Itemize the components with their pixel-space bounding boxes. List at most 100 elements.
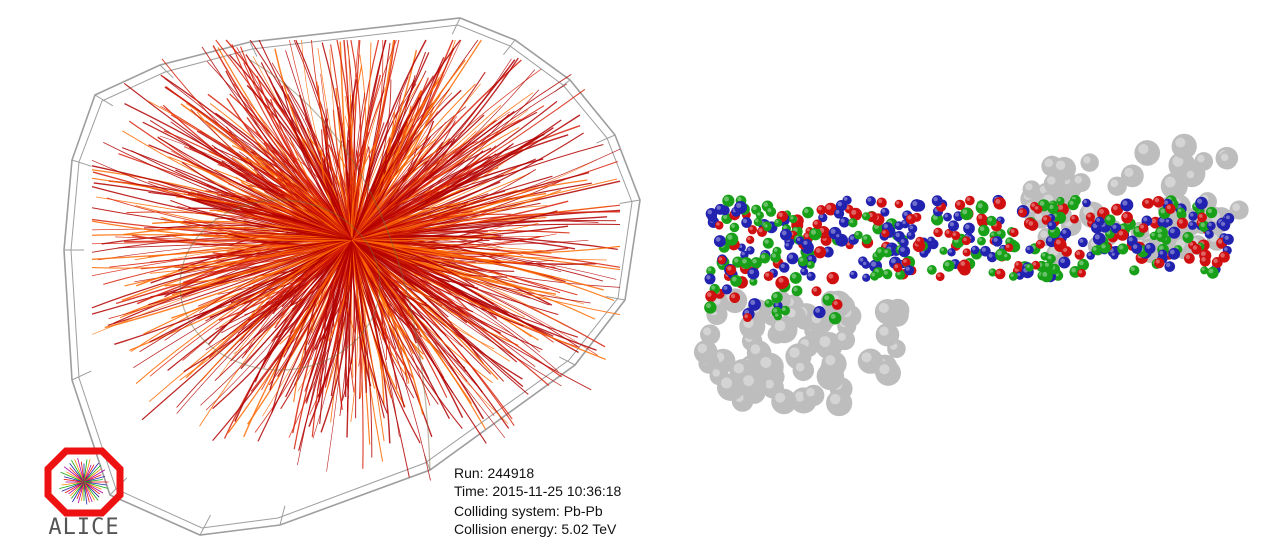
track xyxy=(351,174,504,241)
participant-nucleon xyxy=(1206,266,1219,279)
participant-nucleon xyxy=(791,285,803,297)
participant-nucleon xyxy=(849,207,863,221)
track xyxy=(103,141,353,241)
participant-nucleon xyxy=(740,250,749,260)
participant-nucleon xyxy=(763,271,774,282)
participant-nucleon xyxy=(806,271,816,281)
participant-nucleon xyxy=(776,275,790,289)
spectator-nucleon xyxy=(1218,150,1237,170)
participant-nucleon xyxy=(834,232,844,242)
participant-nucleon xyxy=(750,257,762,269)
participant-nucleon xyxy=(943,212,952,222)
participant-nucleon xyxy=(1168,247,1181,260)
spectator-nucleon xyxy=(693,340,718,364)
participant-nucleon xyxy=(1056,196,1065,206)
track xyxy=(351,104,502,241)
track xyxy=(351,141,478,241)
track xyxy=(257,239,353,442)
participant-nucleon xyxy=(994,268,1006,280)
participant-nucleon xyxy=(774,218,783,227)
participant-nucleon xyxy=(705,207,718,220)
track xyxy=(119,239,353,319)
track xyxy=(167,224,353,241)
participant-nucleon xyxy=(1074,249,1085,260)
track xyxy=(206,184,353,241)
track xyxy=(351,239,617,280)
participant-nucleon xyxy=(771,291,783,304)
track xyxy=(310,39,353,241)
participant-nucleon xyxy=(1117,243,1129,255)
track xyxy=(191,239,353,259)
participant-nucleon xyxy=(743,313,752,323)
participant-nucleon xyxy=(882,248,892,258)
participant-nucleon xyxy=(1040,270,1053,283)
participant-nucleon xyxy=(958,259,971,272)
track xyxy=(351,236,496,241)
participant-nucleon xyxy=(786,252,799,265)
spectator-nucleon xyxy=(1183,167,1203,187)
participant-nucleon xyxy=(1060,228,1072,239)
track xyxy=(249,239,353,318)
participant-nucleon xyxy=(927,236,936,245)
track xyxy=(351,133,544,241)
participant-nucleon xyxy=(1004,243,1014,252)
participant-nucleon xyxy=(1082,198,1091,208)
participant-nucleon xyxy=(939,246,948,255)
track xyxy=(323,239,353,340)
participant-nucleon xyxy=(842,195,852,205)
participant-nucleon xyxy=(1165,203,1176,214)
track xyxy=(351,145,497,241)
participant-nucleon xyxy=(1198,220,1210,232)
alice-logo-icon xyxy=(44,447,124,517)
participant-nucleon xyxy=(1009,227,1019,238)
participant-nucleon xyxy=(853,230,863,240)
participant-nucleon xyxy=(816,205,827,215)
participant-nucleon xyxy=(1047,220,1057,231)
track xyxy=(351,239,372,387)
track xyxy=(303,239,353,365)
detector-strut xyxy=(71,159,92,167)
participant-nucleon xyxy=(865,196,876,207)
participant-nucleon xyxy=(1195,196,1208,210)
participant-nucleon xyxy=(1184,253,1195,264)
spectator-nucleon xyxy=(874,299,901,325)
participant-nucleon xyxy=(926,265,937,275)
participant-nucleon xyxy=(1131,242,1143,254)
participant-nucleon xyxy=(755,211,764,220)
participant-nucleon xyxy=(824,202,838,216)
track xyxy=(351,239,448,398)
spectator-nucleon xyxy=(803,384,825,407)
track xyxy=(204,230,353,246)
participant-nucleon xyxy=(811,286,822,297)
detector-strut xyxy=(596,134,616,144)
detector-strut xyxy=(71,370,92,381)
track xyxy=(205,239,353,411)
participant-nucleon xyxy=(1129,265,1140,276)
track xyxy=(351,129,404,241)
spectator-nucleon xyxy=(875,322,900,347)
participant-nucleon xyxy=(747,267,760,280)
participant-nucleon xyxy=(962,248,971,257)
track xyxy=(164,77,353,241)
participant-nucleon xyxy=(1222,233,1234,245)
detector-strut xyxy=(279,505,286,526)
participant-nucleon xyxy=(1085,212,1096,222)
participant-nucleon xyxy=(904,265,915,276)
participant-nucleon xyxy=(747,225,758,235)
participant-nucleon xyxy=(1200,266,1209,275)
detector-strut xyxy=(94,94,114,107)
track xyxy=(351,39,461,241)
participant-nucleon xyxy=(1002,252,1012,261)
participant-nucleon xyxy=(1111,203,1124,216)
participant-nucleon xyxy=(951,230,961,241)
participant-nucleon xyxy=(765,206,777,217)
participant-nucleon xyxy=(797,256,808,267)
participant-nucleon xyxy=(1061,246,1072,257)
participant-nucleon xyxy=(725,264,737,276)
spectator-nucleon xyxy=(700,324,721,345)
participant-nucleon xyxy=(773,312,783,321)
participant-nucleon xyxy=(746,235,755,244)
participant-nucleon xyxy=(882,269,893,280)
participant-nucleon xyxy=(721,284,733,295)
